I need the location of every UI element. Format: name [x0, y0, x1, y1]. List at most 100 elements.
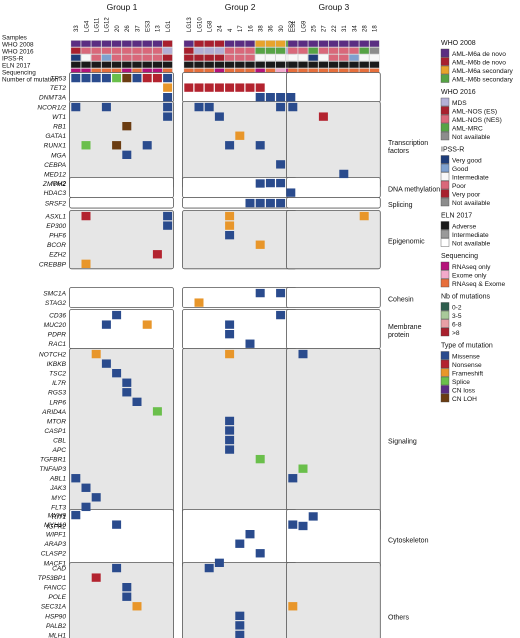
- gene-label: HSP90: [45, 613, 66, 620]
- mutation-cell: [122, 378, 132, 387]
- gene-label: EP300: [46, 223, 66, 230]
- mutation-cell: [163, 93, 173, 102]
- annotation-row-label: Number of mutation: [2, 77, 59, 84]
- legend-label: AML-M6b de novo: [452, 60, 506, 67]
- mutation-cell: [163, 221, 173, 230]
- mutation-cell: [101, 320, 111, 329]
- annotation-cell: [214, 47, 225, 55]
- annotation-cell: [265, 47, 276, 55]
- legend-label: Good: [452, 166, 468, 173]
- annotation-cell: [255, 47, 266, 55]
- gene-label: CLASP2: [41, 551, 67, 558]
- annotation-cell: [142, 61, 153, 69]
- legend-label: Poor: [452, 183, 467, 190]
- mutation-cell: [184, 83, 194, 92]
- mutation-cell: [225, 231, 235, 240]
- annotation-cell: [194, 40, 204, 48]
- annotation-cell: [318, 61, 329, 69]
- sample-label: 28: [363, 25, 369, 32]
- annotation-cell: [91, 40, 102, 48]
- annotation-cell: [91, 54, 102, 62]
- gene-label: MED12: [44, 171, 66, 178]
- gene-label: GATA1: [45, 133, 66, 140]
- gene-block-frame: [182, 509, 298, 569]
- gene-block-frame: [286, 197, 381, 209]
- annotation-cell: [369, 40, 380, 48]
- gene-label: TNFAIP3: [39, 466, 66, 473]
- mutation-cell: [255, 454, 265, 464]
- mutation-cell: [225, 435, 235, 445]
- mutation-cell: [194, 102, 204, 112]
- gene-label: PDPR: [48, 332, 67, 339]
- mutation-cell: [132, 73, 142, 83]
- annotation-cell: [101, 47, 112, 55]
- gene-label: ASXL1: [44, 214, 66, 221]
- annotation-cell: [204, 47, 215, 55]
- annotation-cell: [162, 54, 173, 62]
- gene-label: MUC20: [44, 322, 67, 329]
- gene-block-frame: [182, 348, 298, 532]
- sample-label: 17: [238, 25, 244, 32]
- gene-block-frame: [286, 509, 381, 569]
- sample-label: 38: [259, 25, 265, 32]
- gene-label: RUNX1: [44, 143, 67, 150]
- annotation-cell: [265, 61, 276, 69]
- gene-label: FANCC: [44, 585, 66, 592]
- mutation-cell: [276, 102, 286, 112]
- mutation-cell: [288, 102, 298, 112]
- annotation-cell: [204, 61, 215, 69]
- annotation-cell: [318, 47, 329, 55]
- mutation-cell: [359, 211, 369, 221]
- gene-label: EZH2: [49, 252, 66, 259]
- gene-label: PHF6: [49, 233, 66, 240]
- legend-swatch: [440, 114, 450, 124]
- annotation-cell: [111, 47, 122, 55]
- mutation-cell: [101, 102, 111, 112]
- mutation-cell: [308, 512, 318, 521]
- gene-label: ABL1: [49, 476, 66, 483]
- mutation-cell: [255, 549, 265, 558]
- sample-label: 18: [373, 25, 379, 32]
- annotation-cell: [275, 61, 286, 69]
- mutation-cell: [112, 563, 122, 573]
- gene-block-frame: [182, 101, 298, 189]
- sample-label: 37: [135, 25, 141, 32]
- gene-label: CD36: [49, 313, 66, 320]
- gene-label: RB1: [53, 124, 66, 131]
- gene-label: POLE: [48, 594, 66, 601]
- legend-swatch: [440, 229, 450, 239]
- gene-block-frame: [69, 509, 174, 569]
- gene-block-frame: [69, 197, 174, 209]
- annotation-cell: [275, 47, 286, 55]
- annotation-cell: [70, 40, 81, 48]
- annotation-cell: [308, 40, 319, 48]
- mutation-cell: [91, 493, 101, 502]
- legend-label: Intermediate: [452, 175, 489, 182]
- legend-swatch: [440, 385, 450, 394]
- sample-label: 25: [312, 25, 318, 32]
- annotation-cell: [265, 54, 276, 62]
- legend-label: Not available: [452, 241, 490, 248]
- annotation-cell: [204, 54, 215, 62]
- annotation-cell: [132, 61, 142, 69]
- annotation-cell: [287, 54, 298, 62]
- category-label: Signaling: [388, 439, 417, 446]
- mutation-cell: [235, 539, 245, 548]
- sample-label: 34: [352, 25, 358, 32]
- annotation-cell: [234, 40, 245, 48]
- legend-swatch: [440, 359, 450, 369]
- annotation-cell: [183, 61, 194, 69]
- mutation-cell: [255, 288, 265, 298]
- mutation-cell: [101, 73, 111, 83]
- mutation-cell: [112, 520, 122, 529]
- gene-block-frame: [286, 210, 381, 270]
- gene-label: ZMYM2: [42, 181, 66, 188]
- annotation-row-label: WHO 2016: [2, 49, 34, 56]
- annotation-cell: [224, 54, 235, 62]
- annotation-cell: [245, 54, 255, 62]
- legend-swatch: [440, 319, 450, 328]
- annotation-cell: [338, 54, 349, 62]
- legend-title: WHO 2016: [441, 89, 476, 96]
- group-title: Group 3: [319, 2, 350, 12]
